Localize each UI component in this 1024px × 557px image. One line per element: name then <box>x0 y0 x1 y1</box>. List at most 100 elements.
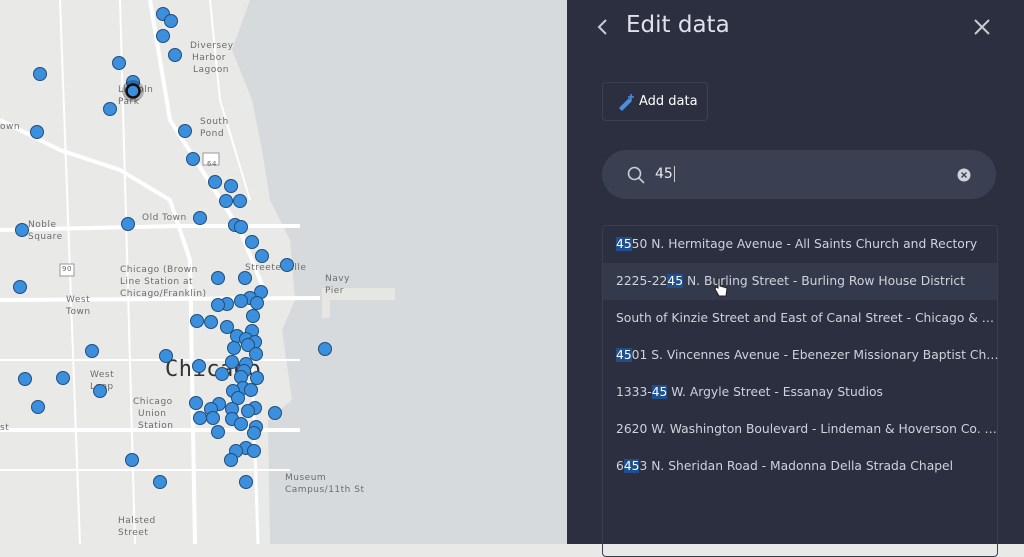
match-highlight: 45 <box>623 459 640 473</box>
map-label: st <box>0 423 9 433</box>
match-highlight: 45 <box>616 237 632 251</box>
map-marker <box>56 371 70 385</box>
map-marker <box>192 359 206 373</box>
back-button[interactable] <box>595 17 611 37</box>
map-label: Town <box>65 307 91 317</box>
map-marker <box>211 298 225 312</box>
map-label: 90 <box>62 265 72 273</box>
map-label: West <box>90 370 114 380</box>
map-label: Navy <box>325 274 350 284</box>
map-marker <box>224 453 238 467</box>
map-marker <box>234 417 248 431</box>
map-marker <box>239 475 253 489</box>
search-query: 45 <box>655 166 675 182</box>
map-marker <box>268 406 282 420</box>
map-marker <box>178 124 192 138</box>
map-marker <box>153 475 167 489</box>
map-label: South <box>200 117 229 127</box>
map-label: Pier <box>325 286 344 296</box>
map-label: Line Station at <box>120 277 193 287</box>
map-label: Streeterville <box>245 263 306 273</box>
clear-button[interactable] <box>957 168 971 182</box>
map-marker <box>168 48 182 62</box>
map-marker <box>121 217 135 231</box>
result-text: 01 S. Vincennes Avenue - Ebenezer Missio… <box>631 348 999 362</box>
result-row[interactable]: 1333-45 W. Argyle Street - Essanay Studi… <box>603 374 997 411</box>
map-marker <box>250 371 264 385</box>
map-label: Diversey <box>190 41 234 51</box>
result-text: 50 N. Hermitage Avenue - All Saints Chur… <box>631 237 978 251</box>
map-label: Union <box>138 409 167 419</box>
map-label: Park <box>118 97 140 107</box>
map-marker <box>186 152 200 166</box>
map-marker <box>246 309 260 323</box>
map-marker <box>211 271 225 285</box>
search-icon <box>627 166 645 184</box>
map-marker <box>206 411 220 425</box>
edit-panel: Edit data Add data 45 4550 N. Hermitage … <box>567 0 1024 557</box>
map-marker <box>31 400 45 414</box>
map-marker <box>193 211 207 225</box>
result-row[interactable]: South of Kinzie Street and East of Canal… <box>603 300 997 337</box>
map-marker <box>156 29 170 43</box>
map-label: Chicago (Brown <box>120 265 198 275</box>
map-marker <box>103 102 117 116</box>
close-button[interactable] <box>973 18 991 36</box>
result-row[interactable]: 4501 S. Vincennes Avenue - Ebenezer Miss… <box>603 337 999 374</box>
map-label: Street <box>118 528 148 538</box>
map-marker <box>204 315 218 329</box>
map-marker <box>255 249 269 263</box>
map-label: Campus/11th St <box>285 485 365 495</box>
map-label: 64 <box>207 160 217 168</box>
map-marker <box>189 396 203 410</box>
map-marker <box>190 314 204 328</box>
map-label: Halsted <box>118 516 156 526</box>
map-marker <box>280 258 294 272</box>
result-row[interactable]: 2225-2245 N. Burling Street - Burling Ro… <box>603 263 997 300</box>
result-text: N. Burling Street - Burling Row House Di… <box>683 274 965 288</box>
edit-icon <box>619 94 634 111</box>
map-marker <box>241 338 255 352</box>
result-text: 6 <box>616 459 624 473</box>
map-marker <box>15 223 29 237</box>
map-marker <box>244 383 258 397</box>
map-marker <box>234 220 248 234</box>
result-text: 3 N. Sheridan Road - Madonna Della Strad… <box>639 459 954 473</box>
result-row[interactable]: 4550 N. Hermitage Avenue - All Saints Ch… <box>603 226 997 263</box>
map-marker <box>227 341 241 355</box>
result-text: W. Argyle Street - Essanay Studios <box>667 385 883 399</box>
map-marker <box>112 56 126 70</box>
map-marker <box>247 444 261 458</box>
map-marker <box>234 294 248 308</box>
result-row[interactable]: 6453 N. Sheridan Road - Madonna Della St… <box>603 448 997 485</box>
map-marker <box>233 194 247 208</box>
map-label: West <box>66 295 90 305</box>
match-highlight: 45 <box>651 385 668 399</box>
result-list: 4550 N. Hermitage Avenue - All Saints Ch… <box>602 225 999 557</box>
map-marker <box>250 296 264 310</box>
result-text: 2620 W. Washington Boulevard - Lindeman … <box>616 422 997 436</box>
map-marker <box>241 404 255 418</box>
map-marker <box>85 344 99 358</box>
add-data-button[interactable]: Add data <box>602 82 708 121</box>
map-label: Pond <box>200 129 224 139</box>
cursor <box>714 277 728 297</box>
map-label: Square <box>28 232 63 242</box>
map-marker <box>18 372 32 386</box>
search-box[interactable]: 45 <box>602 150 996 199</box>
map-marker <box>164 14 178 28</box>
map-marker <box>93 384 107 398</box>
map-label: Chicago/Franklin) <box>120 289 207 299</box>
map-marker <box>211 425 225 439</box>
result-row[interactable]: 2620 W. Washington Boulevard - Lindeman … <box>603 411 997 448</box>
map-label: Lagoon <box>193 65 229 75</box>
match-highlight: 45 <box>616 348 632 362</box>
map-label: Harbor <box>192 53 226 63</box>
map-label: Chicago <box>133 397 173 407</box>
panel-title: Edit data <box>626 12 730 38</box>
add-data-label: Add data <box>639 94 698 109</box>
map-marker <box>318 342 332 356</box>
result-text: South of Kinzie Street and East of Canal… <box>616 311 995 325</box>
map-marker <box>193 411 207 425</box>
